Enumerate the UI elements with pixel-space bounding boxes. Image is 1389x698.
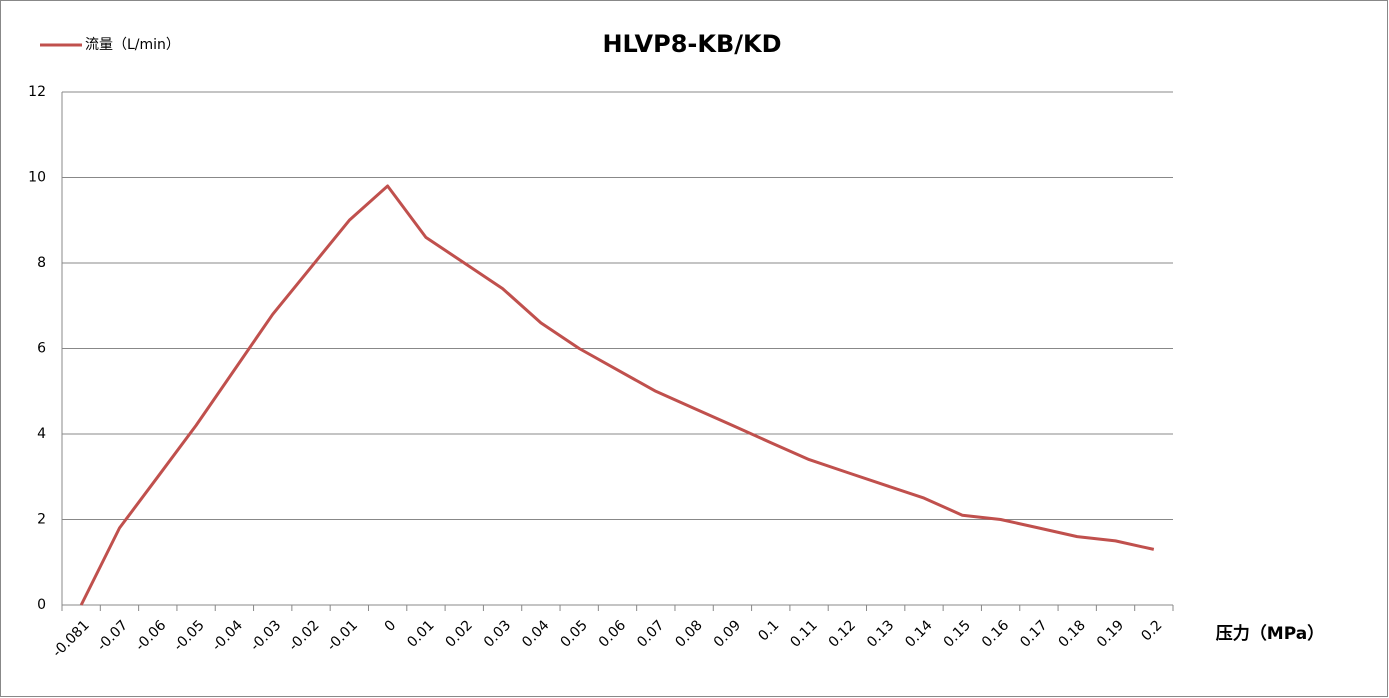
y-tick-label: 2 xyxy=(37,512,46,528)
y-tick-label: 12 xyxy=(28,84,46,100)
y-tick-label: 4 xyxy=(37,426,46,442)
x-axis-label: 压力（MPa） xyxy=(1216,623,1324,644)
y-tick-label: 0 xyxy=(37,597,46,613)
chart-title: HLVP8-KB/KD xyxy=(602,30,781,58)
legend-label: 流量（L/min） xyxy=(85,37,180,53)
series-line xyxy=(79,184,1155,606)
y-tick-label: 8 xyxy=(37,255,46,271)
y-tick-label: 10 xyxy=(28,170,46,186)
y-tick-label: 6 xyxy=(37,341,46,357)
